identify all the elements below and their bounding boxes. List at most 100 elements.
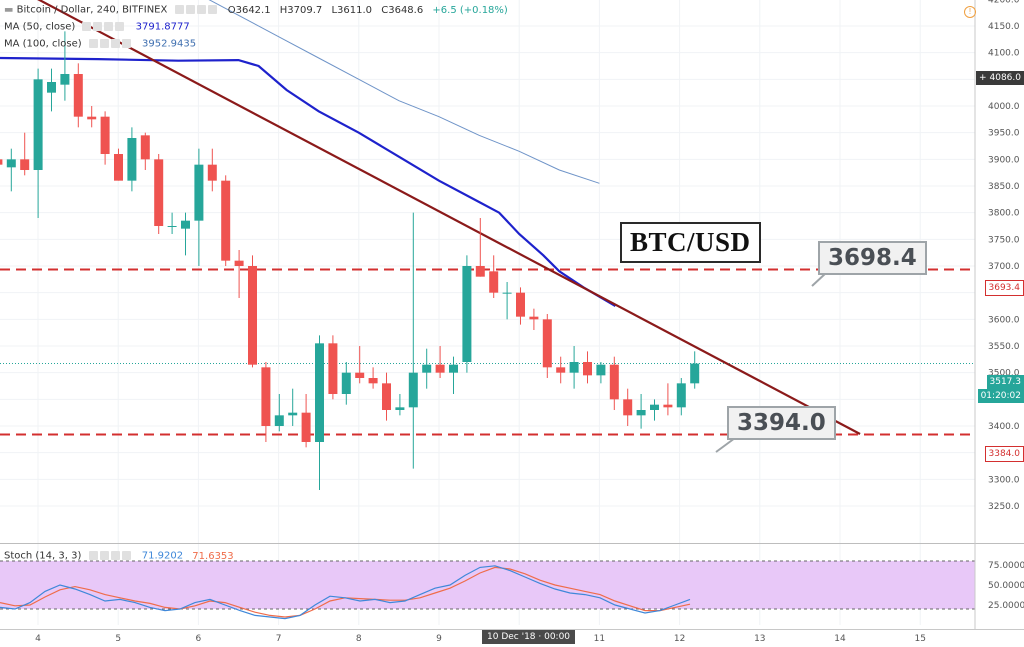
candle-body: [288, 412, 298, 416]
price-tick-label: 3550.0: [988, 342, 1020, 352]
candle: [676, 378, 686, 416]
resistance-callout-pointer: [811, 272, 827, 287]
stoch-buttons[interactable]: [88, 550, 133, 561]
price-tick-label: 3600.0: [988, 315, 1020, 325]
support-callout: 3394.0: [727, 406, 836, 440]
candle: [663, 383, 673, 416]
ma50-buttons[interactable]: [82, 21, 126, 32]
price-tick-label: 3800.0: [988, 209, 1020, 219]
candle-body: [516, 292, 525, 317]
candle-body: [221, 180, 231, 261]
candle: [207, 148, 217, 192]
candle-body: [301, 412, 311, 443]
candle-body: [167, 226, 177, 228]
legend-buttons[interactable]: [174, 4, 219, 15]
stoch-k-line: [0, 565, 691, 620]
symbol-title: Bitcoin / Dollar, 240, BITFINEX: [16, 4, 168, 16]
candle: [636, 394, 646, 429]
candle-body: [596, 364, 606, 376]
stoch-k-value: 71.9202: [141, 550, 184, 562]
stoch-band-fill: [0, 561, 975, 609]
candle: [462, 255, 472, 373]
resistance-price-tag: 3693.4: [984, 280, 1024, 296]
candle-body: [0, 159, 3, 165]
price-tick-label: 4000.0: [988, 102, 1020, 112]
candle: [583, 351, 592, 384]
candle: [408, 212, 418, 469]
time-tick-label: 15: [914, 634, 925, 644]
candle-body: [556, 367, 566, 373]
candle-body: [462, 266, 472, 363]
candle-body: [20, 159, 30, 171]
candle: [274, 394, 284, 432]
candle-body: [569, 362, 579, 373]
time-tick-label: 7: [276, 634, 282, 644]
candle: [315, 335, 324, 491]
stoch-legend: Stoch (14, 3, 3) 71.9202 71.6353: [4, 550, 234, 562]
candle-body: [502, 292, 512, 294]
time-axis: 4 5 6 7 8 9 11 12 13 14 15: [0, 629, 1024, 644]
ma100-legend: MA (100, close) 3952.9435: [4, 38, 196, 50]
candle-body: [181, 220, 190, 229]
candle-body: [60, 74, 70, 85]
candle-body: [636, 410, 646, 416]
candle: [20, 132, 30, 176]
candle-body: [194, 164, 204, 221]
price-tick-label: 3850.0: [988, 182, 1020, 192]
price-tick-label: 3300.0: [988, 475, 1020, 485]
candle: [516, 287, 525, 325]
ma50-value: 3791.8777: [135, 21, 190, 33]
plus-icon[interactable]: +: [978, 73, 987, 83]
close-value: C3648.6: [381, 4, 424, 16]
time-tick-label: 9: [436, 634, 442, 644]
candle-body: [274, 415, 284, 427]
ma50-line: [0, 56, 616, 307]
candle: [288, 388, 298, 427]
price-axis: 3250.03300.03350.03400.03450.03500.03550…: [974, 0, 1020, 630]
candle-body: [87, 116, 97, 120]
price-tick-label: 4150.0: [988, 22, 1020, 32]
candle: [502, 282, 512, 320]
grid: [0, 0, 1024, 625]
candle: [341, 362, 351, 405]
candle: [221, 175, 231, 267]
candle-body: [408, 372, 418, 408]
candle-body: [33, 79, 43, 171]
candle: [181, 212, 190, 256]
info-icon[interactable]: !: [964, 6, 976, 18]
candle-body: [475, 266, 485, 277]
candle-body: [207, 164, 217, 181]
stoch-tick-label: 50.0000: [988, 581, 1024, 591]
candle: [87, 106, 97, 128]
support-price-tag: 3384.0: [984, 446, 1024, 462]
collapse-icon[interactable]: ▬: [4, 4, 14, 16]
candle-body: [47, 82, 56, 93]
open-value: O3642.1: [227, 4, 271, 16]
stoch-label: Stoch (14, 3, 3): [4, 550, 82, 562]
candle-body: [368, 378, 378, 384]
candle-body: [449, 364, 458, 373]
candle: [569, 346, 579, 389]
candle-body: [529, 316, 539, 320]
ma50-label: MA (50, close): [4, 21, 76, 33]
price-tick-label: 3900.0: [988, 155, 1020, 165]
ma100-buttons[interactable]: [88, 38, 133, 49]
crosshair-date-tag: 10 Dec '18 · 00:00: [482, 630, 576, 644]
candle: [422, 348, 432, 389]
candle: [382, 372, 391, 421]
indicator-lines: [0, 0, 861, 435]
candle: [167, 212, 177, 235]
candle: [596, 362, 606, 384]
time-tick-label: 11: [594, 634, 605, 644]
price-tick-label: 3750.0: [988, 235, 1020, 245]
candle-body: [315, 343, 324, 443]
candle-body: [248, 266, 257, 365]
candles: [0, 31, 700, 491]
ma50-legend: MA (50, close) 3791.8777: [4, 21, 190, 33]
candle-body: [489, 271, 499, 293]
stochastic-panel: 25.0000 50.0000 75.0000: [0, 560, 1024, 620]
time-tick-label: 6: [196, 634, 202, 644]
candle-body: [395, 407, 405, 411]
candle: [449, 356, 458, 395]
candle-body: [382, 383, 391, 411]
